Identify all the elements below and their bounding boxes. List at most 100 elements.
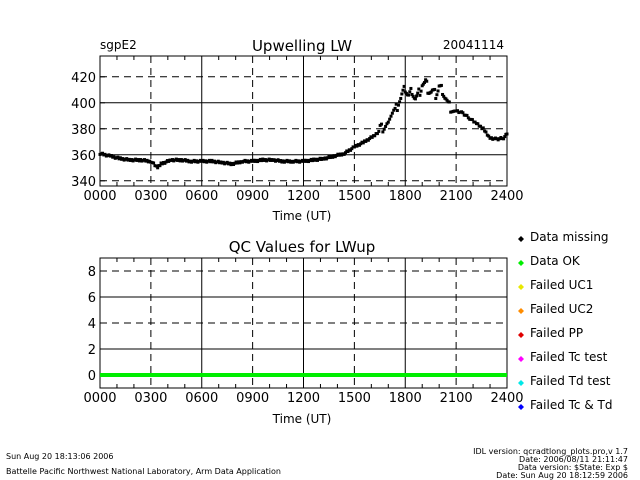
legend-label: Failed Tc & Td (530, 398, 612, 412)
data-point (116, 155, 120, 159)
x-tick-label: 0300 (134, 189, 167, 204)
data-point (359, 142, 363, 146)
data-point (422, 81, 426, 85)
data-point (154, 164, 158, 168)
data-point (279, 159, 283, 163)
data-point (410, 92, 414, 96)
data-point (389, 114, 393, 118)
data-point (394, 102, 398, 106)
data-point (479, 124, 483, 128)
top-x-axis-label: Time (UT) (272, 209, 332, 223)
data-point (489, 136, 493, 140)
data-point (502, 137, 506, 141)
data-point (210, 158, 214, 162)
data-point (447, 100, 451, 104)
footer-lab: Battelle Pacific Northwest National Labo… (6, 467, 281, 476)
idl-line: Date: 2006/08/11 21:11:47 (519, 455, 628, 464)
data-point (407, 93, 411, 97)
data-point (272, 158, 276, 162)
x-tick-label: 1500 (338, 189, 371, 204)
data-point (395, 109, 399, 113)
legend-label: Failed UC1 (530, 278, 593, 292)
data-point (503, 135, 507, 139)
data-point (418, 93, 422, 97)
data-point (368, 137, 372, 141)
data-point (179, 158, 183, 162)
data-point (465, 113, 469, 117)
idl-line: Date: Sun Aug 20 18:12:59 2006 (496, 471, 628, 480)
x-tick-label: 0000 (83, 189, 116, 204)
data-point (186, 158, 190, 162)
data-point (409, 86, 413, 90)
site-label: sgpE2 (100, 38, 137, 52)
data-point (390, 111, 394, 115)
data-point (377, 129, 381, 133)
footer-timestamp: Sun Aug 20 18:13:06 2006 (6, 452, 113, 461)
data-point (402, 84, 406, 88)
data-point (139, 158, 143, 162)
data-point (481, 126, 485, 130)
legend-marker (518, 332, 524, 338)
data-point (183, 158, 187, 162)
x-tick-label: 1200 (287, 391, 320, 406)
date-label: 20041114 (443, 38, 504, 52)
data-point (398, 100, 402, 104)
data-point (109, 154, 113, 158)
x-tick-label: 0600 (185, 391, 218, 406)
data-point (393, 106, 397, 110)
x-tick-label: 0600 (185, 189, 218, 204)
data-point (385, 122, 389, 126)
data-point (121, 157, 125, 161)
x-tick-label: 2100 (440, 189, 473, 204)
x-tick-label: 1800 (389, 391, 422, 406)
data-point (373, 134, 377, 138)
x-tick-label: 0900 (236, 391, 269, 406)
data-point (342, 152, 346, 156)
plot-frame (99, 55, 508, 187)
qc-values-plot: 0000 0300 0600 0900 1200 1500 1800 2100 2400 0 2 4 6… (83, 257, 524, 406)
x-tick-label: 0000 (83, 391, 116, 406)
data-point (228, 161, 232, 165)
data-point (408, 90, 412, 94)
data-point (416, 91, 420, 95)
qc-legend: Data missing Data OK Failed UC1 Failed UC2 F… (518, 230, 612, 412)
data-point (349, 148, 353, 152)
data-point (401, 88, 405, 92)
data-point (400, 92, 404, 96)
data-point (429, 90, 433, 94)
top-chart-title: Upwelling LW (252, 37, 352, 55)
data-point (343, 151, 347, 155)
data-point (125, 157, 129, 161)
data-point (260, 159, 264, 163)
data-point (361, 141, 365, 145)
plot-frame (99, 257, 508, 389)
idl-line: Data version: $State: Exp $ (518, 463, 628, 472)
data-point (476, 122, 480, 126)
data-point (145, 158, 149, 162)
data-point (310, 159, 314, 163)
data-point (384, 124, 388, 128)
data-point (411, 94, 415, 98)
x-tick-label: 1500 (338, 391, 371, 406)
data-point (357, 143, 361, 147)
y-tick-label: 2 (88, 343, 96, 358)
legend-marker (518, 236, 524, 242)
data-point (415, 94, 419, 98)
data-point (118, 156, 122, 160)
data-point (380, 122, 384, 126)
data-point (364, 139, 368, 143)
data-point (158, 164, 162, 168)
data-point (216, 159, 220, 163)
legend-label: Failed PP (530, 326, 583, 340)
data-point (420, 84, 424, 88)
data-point (399, 96, 403, 100)
data-point (484, 130, 488, 134)
qc-chart-title: QC Values for LWup (229, 238, 376, 256)
data-point (434, 97, 438, 101)
data-point (101, 151, 105, 155)
legend-marker (518, 260, 524, 266)
idl-version-block: IDL version: qcradtlong_plots.pro,v 1.7 … (473, 447, 628, 480)
x-tick-label: 2400 (490, 189, 523, 204)
data-point (388, 117, 392, 121)
y-tick-label: 8 (88, 265, 96, 280)
